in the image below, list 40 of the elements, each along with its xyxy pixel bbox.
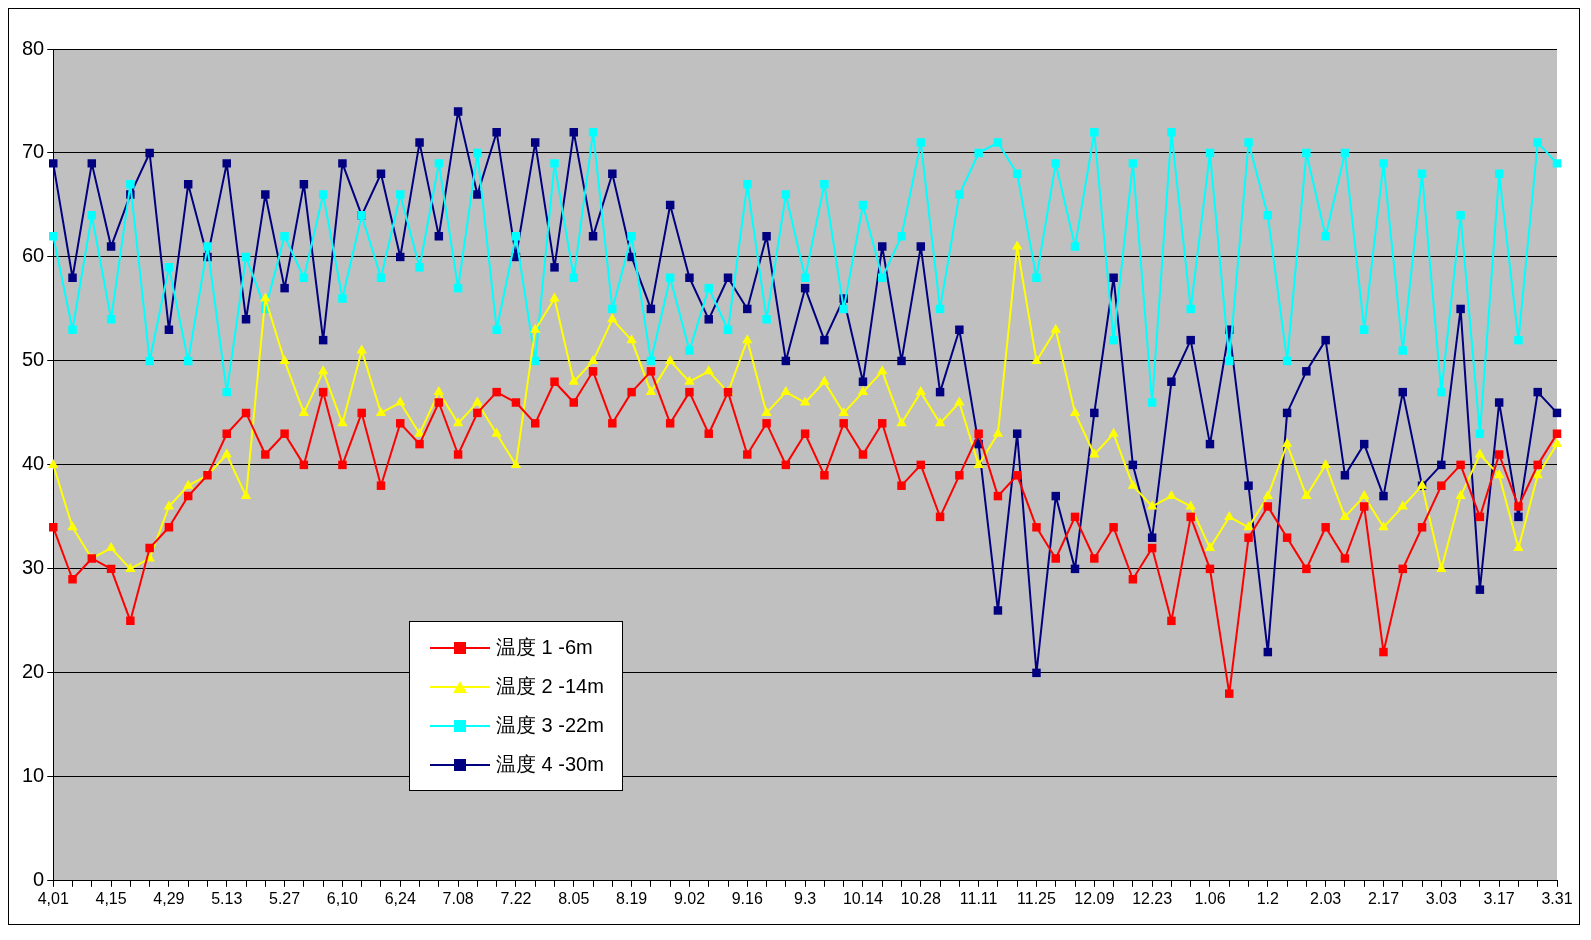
legend-label: 温度 1 -6m xyxy=(496,635,593,660)
x-tick-label: 10.14 xyxy=(842,889,884,907)
y-tick-label: 10 xyxy=(22,764,45,787)
x-tick-label: 2.03 xyxy=(1310,889,1342,907)
x-tick-label: 12.09 xyxy=(1074,889,1115,907)
x-tick-label: 1.2 xyxy=(1256,889,1280,907)
x-tick-label: 9.16 xyxy=(731,889,763,907)
x-tick-label: 6,24 xyxy=(384,889,416,907)
x-tick-label: 5.13 xyxy=(211,889,243,907)
x-tick-label: 10.28 xyxy=(900,889,941,907)
y-tick-label: 0 xyxy=(33,868,45,891)
x-tick-label: 8.19 xyxy=(616,889,648,907)
x-tick-label: 4,29 xyxy=(153,889,185,907)
x-tick-label: 3.03 xyxy=(1425,889,1457,907)
y-tick-label: 40 xyxy=(22,452,45,475)
x-tick-label: 7.08 xyxy=(442,889,474,907)
x-tick-label: 3.17 xyxy=(1483,889,1515,907)
x-tick-label: 9.02 xyxy=(673,889,706,907)
y-tick-label: 20 xyxy=(22,660,45,683)
x-tick-label: 5.27 xyxy=(269,889,301,907)
x-tick-label: 7.22 xyxy=(500,889,532,907)
x-tick-label: 2.17 xyxy=(1367,889,1400,907)
legend-label: 温度 2 -14m xyxy=(496,674,604,699)
y-tick-label: 30 xyxy=(22,556,45,579)
y-tick-label: 70 xyxy=(22,140,45,163)
x-tick-label: 8.05 xyxy=(558,889,590,907)
x-tick-label: 11.11 xyxy=(959,889,998,907)
x-tick-label: 9.3 xyxy=(794,889,817,907)
x-tick-label: 3.31 xyxy=(1541,889,1573,907)
x-tick-label: 4,15 xyxy=(95,889,127,907)
y-tick-label: 60 xyxy=(22,244,45,267)
x-tick-label: 4,01 xyxy=(37,889,69,907)
y-tick-label: 80 xyxy=(22,36,45,59)
x-tick-label: 12.23 xyxy=(1132,889,1173,907)
y-tick-label: 50 xyxy=(22,348,45,371)
legend-label: 温度 4 -30m xyxy=(496,752,604,777)
x-tick-label: 6,10 xyxy=(326,889,359,907)
x-tick-label: 1.06 xyxy=(1194,889,1226,907)
legend-label: 温度 3 -22m xyxy=(496,713,604,738)
x-tick-label: 11.25 xyxy=(1017,889,1056,907)
